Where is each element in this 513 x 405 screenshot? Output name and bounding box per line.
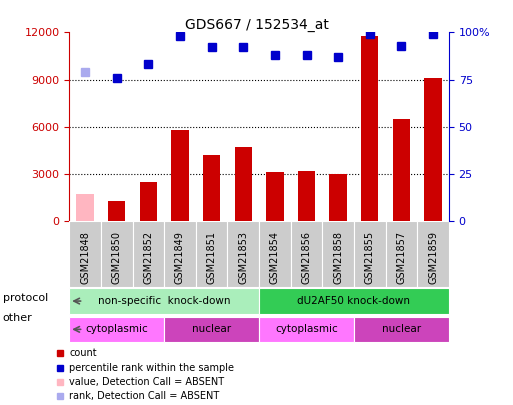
Bar	[361, 36, 379, 221]
Text: count: count	[69, 348, 97, 358]
Bar	[227, 221, 259, 287]
Bar	[76, 194, 94, 221]
Text: GSM21857: GSM21857	[397, 231, 406, 284]
Bar	[259, 288, 449, 314]
Bar	[171, 130, 189, 221]
Text: value, Detection Call = ABSENT: value, Detection Call = ABSENT	[69, 377, 224, 387]
Bar	[354, 221, 386, 287]
Text: dU2AF50 knock-down: dU2AF50 knock-down	[298, 296, 410, 306]
Bar	[322, 221, 354, 287]
Bar	[259, 317, 354, 342]
Bar	[108, 200, 125, 221]
Text: GSM21852: GSM21852	[143, 231, 153, 284]
Text: GSM21858: GSM21858	[333, 231, 343, 284]
Text: GSM21851: GSM21851	[207, 231, 216, 284]
Text: GSM21849: GSM21849	[175, 231, 185, 284]
Text: GSM21855: GSM21855	[365, 231, 375, 284]
Bar	[164, 317, 259, 342]
Bar	[140, 182, 157, 221]
Text: other: other	[3, 313, 32, 323]
Bar	[417, 221, 449, 287]
Text: protocol: protocol	[3, 293, 48, 303]
Text: nuclear: nuclear	[192, 324, 231, 335]
Bar	[259, 221, 291, 287]
Bar	[354, 317, 449, 342]
Bar	[386, 221, 417, 287]
Bar	[424, 78, 442, 221]
Text: cytoplasmic: cytoplasmic	[275, 324, 338, 335]
Bar	[329, 174, 347, 221]
Bar	[266, 172, 284, 221]
Text: GSM21853: GSM21853	[238, 231, 248, 284]
Bar	[69, 317, 164, 342]
Bar	[132, 221, 164, 287]
Bar	[234, 147, 252, 221]
Text: GDS667 / 152534_at: GDS667 / 152534_at	[185, 18, 328, 32]
Text: non-specific  knock-down: non-specific knock-down	[98, 296, 230, 306]
Text: GSM21854: GSM21854	[270, 231, 280, 284]
Text: GSM21848: GSM21848	[80, 231, 90, 284]
Text: nuclear: nuclear	[382, 324, 421, 335]
Text: GSM21859: GSM21859	[428, 231, 438, 284]
Bar	[69, 221, 101, 287]
Text: percentile rank within the sample: percentile rank within the sample	[69, 362, 234, 373]
Text: GSM21850: GSM21850	[112, 231, 122, 284]
Bar	[196, 221, 227, 287]
Text: cytoplasmic: cytoplasmic	[85, 324, 148, 335]
Bar	[101, 221, 132, 287]
Text: GSM21856: GSM21856	[302, 231, 311, 284]
Bar	[393, 119, 410, 221]
Bar	[203, 155, 220, 221]
Bar	[69, 288, 259, 314]
Text: rank, Detection Call = ABSENT: rank, Detection Call = ABSENT	[69, 391, 220, 401]
Bar	[298, 171, 315, 221]
Bar	[164, 221, 196, 287]
Bar	[291, 221, 322, 287]
